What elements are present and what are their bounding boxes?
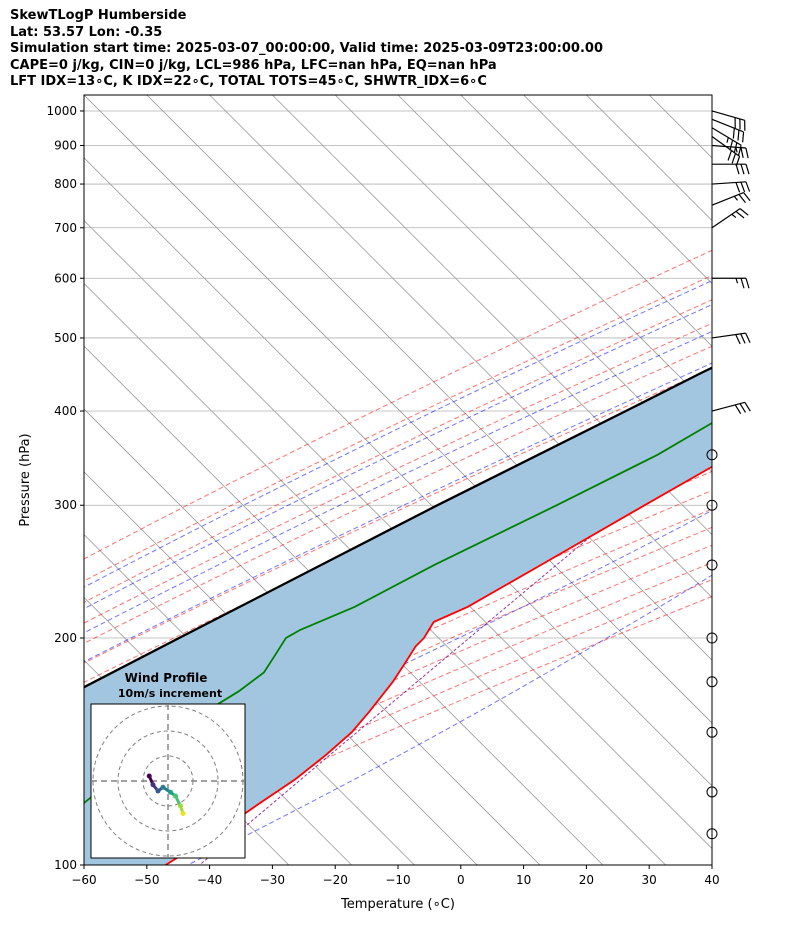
calm-wind-circle xyxy=(706,786,718,798)
y-tick-label: 700 xyxy=(54,221,77,235)
hodograph-point xyxy=(180,811,186,816)
inset-subtitle: 10m/s increment xyxy=(118,687,222,700)
stability-line: CAPE=0 j/kg, CIN=0 j/kg, LCL=986 hPa, LF… xyxy=(10,57,497,73)
wind-barb xyxy=(711,144,749,159)
location-line: Lat: 53.57 Lon: -0.35 xyxy=(10,24,163,40)
hodograph-point xyxy=(178,803,183,809)
x-tick-label: −40 xyxy=(197,873,222,887)
calm-wind-circle xyxy=(706,676,718,688)
wind-barb xyxy=(711,332,751,345)
calm-wind-circle xyxy=(706,828,718,840)
dry-adiabat-line xyxy=(84,322,712,624)
isotherm-line xyxy=(460,95,712,347)
x-tick-label: 0 xyxy=(457,873,465,887)
wind-barb xyxy=(712,163,750,175)
chart-title: SkewTLogP Humberside xyxy=(10,8,187,23)
y-tick-label: 300 xyxy=(54,498,77,512)
isotherm-line xyxy=(397,95,712,410)
y-tick-label: 400 xyxy=(54,404,77,418)
y-tick-label: 100 xyxy=(54,858,77,872)
dry-adiabat-line xyxy=(84,368,712,664)
moist-adiabat-line xyxy=(84,280,712,588)
hodograph-point xyxy=(173,793,178,799)
x-tick-label: −50 xyxy=(134,873,159,887)
hodograph-point xyxy=(146,773,152,779)
x-tick-label: 30 xyxy=(642,873,657,887)
inset-title: Wind Profile xyxy=(125,671,208,685)
isotherm-line xyxy=(84,220,712,850)
x-tick-label: −30 xyxy=(260,873,285,887)
isotherm-line xyxy=(84,95,712,724)
wind-barb xyxy=(712,277,750,289)
moist-adiabat-line xyxy=(84,509,712,817)
y-tick-label: 900 xyxy=(54,138,77,152)
isotherm-line xyxy=(84,471,478,865)
time-line: Simulation start time: 2025-03-07_00:00:… xyxy=(10,41,603,57)
wind-barb xyxy=(711,110,746,131)
x-tick-label: −10 xyxy=(385,873,410,887)
x-tick-label: −20 xyxy=(323,873,348,887)
isotherm-line xyxy=(84,282,666,865)
calm-wind-circle xyxy=(706,559,718,571)
dewpoint-line xyxy=(84,421,712,805)
isotherm-line xyxy=(84,345,604,865)
y-tick-label: 200 xyxy=(54,631,77,645)
x-tick-label: −60 xyxy=(71,873,96,887)
x-axis-label: Temperature (∘C) xyxy=(340,897,455,912)
wind-barb xyxy=(711,208,749,229)
chart-header: SkewTLogP Humberside Lat: 53.57 Lon: -0.… xyxy=(10,8,790,91)
isotherm-line xyxy=(84,157,712,787)
dry-adiabat-line xyxy=(84,508,712,790)
calm-wind-circle xyxy=(706,499,718,511)
dry-adiabat-line xyxy=(84,249,712,560)
wind-barb xyxy=(711,191,751,206)
parcel-line xyxy=(84,366,712,689)
x-tick-label: 40 xyxy=(704,873,719,887)
wind-barb xyxy=(711,136,741,167)
y-axis-label: Pressure (hPa) xyxy=(18,433,33,526)
moist-adiabat-line xyxy=(84,330,712,634)
y-tick-label: 800 xyxy=(54,177,77,191)
moist-adiabat-line xyxy=(84,304,712,610)
isotherm-line xyxy=(711,95,712,96)
hodograph-point xyxy=(150,782,156,788)
mixing-ratio-line xyxy=(199,435,712,865)
calm-wind-circle xyxy=(706,726,718,738)
wind-barb xyxy=(711,401,751,415)
wind-barb xyxy=(711,181,751,193)
hodograph-ring xyxy=(117,730,219,832)
isotherm-line xyxy=(523,95,712,284)
index-line: LFT IDX=13∘C, K IDX=22∘C, TOTAL TOTS=45∘… xyxy=(10,74,487,90)
dry-adiabat-line xyxy=(84,299,712,603)
hodograph-point xyxy=(155,788,161,794)
x-tick-label: 20 xyxy=(579,873,594,887)
calm-wind-circle xyxy=(706,449,718,461)
wind-barb xyxy=(711,118,745,143)
temperature-line xyxy=(165,465,712,865)
hodograph-point xyxy=(160,784,166,790)
y-tick-label: 600 xyxy=(54,271,77,285)
dry-adiabat-line xyxy=(84,544,712,822)
x-tick-label: 10 xyxy=(516,873,531,887)
hodograph-point xyxy=(168,789,173,795)
calm-wind-circle xyxy=(706,632,718,644)
wind-profile-inset: Wind Profile 10m/s increment xyxy=(90,671,246,859)
isotherm-line xyxy=(334,95,712,473)
y-tick-label: 1000 xyxy=(46,104,77,118)
isotherm-line xyxy=(84,408,541,865)
y-tick-label: 500 xyxy=(54,331,77,345)
